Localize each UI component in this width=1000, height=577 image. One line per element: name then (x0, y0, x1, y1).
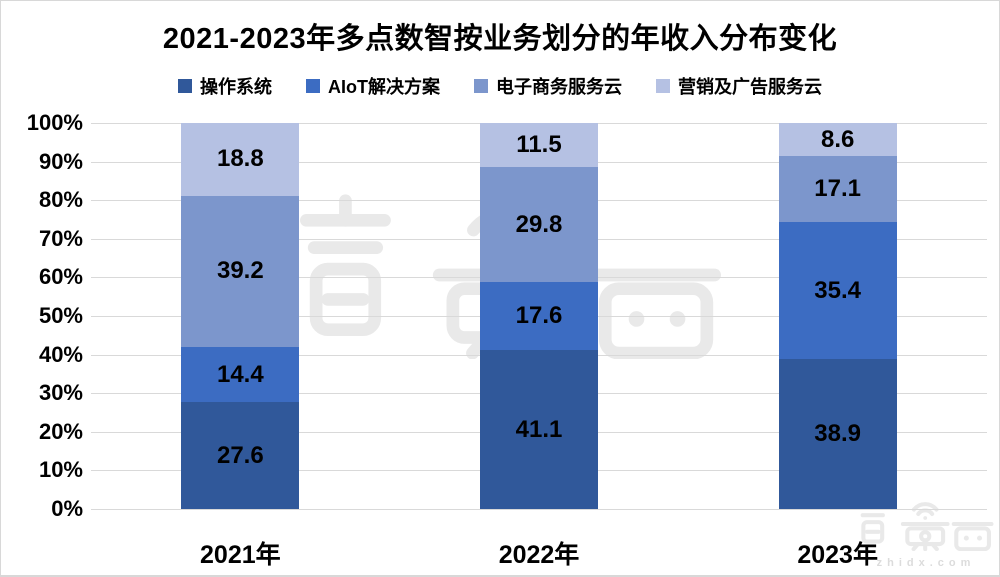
bar-segment: 11.5 (480, 123, 598, 168)
y-axis-tick-label: 40% (38, 341, 83, 367)
legend-swatch-icon (178, 79, 192, 93)
bar-segment: 17.6 (480, 282, 598, 351)
legend-item: 操作系统 (178, 73, 272, 99)
stacked-bar-2021年: 27.6 14.4 39.2 18.8 (181, 123, 300, 509)
legend-item: AIoT解决方案 (306, 73, 440, 99)
bar-value-label: 17.6 (515, 302, 563, 330)
legend-item: 营销及广告服务云 (656, 73, 822, 99)
bar-value-label: 8.6 (820, 125, 855, 153)
y-axis-tick-label: 60% (38, 264, 83, 290)
bar-value-label: 14.4 (216, 360, 264, 388)
y-axis-tick-label: 10% (38, 457, 83, 483)
bar-value-label: 41.1 (515, 415, 563, 443)
y-axis-tick-label: 0% (51, 496, 83, 521)
legend-label: 营销及广告服务云 (678, 77, 822, 97)
y-axis-tick-label: 30% (38, 380, 83, 406)
legend-swatch-icon (656, 79, 670, 93)
bar-value-label: 29.8 (515, 210, 563, 238)
bar-value-label: 27.6 (216, 441, 264, 469)
stacked-bar-2022年: 41.1 17.6 29.8 11.5 (480, 123, 598, 509)
bar-segment: 35.4 (778, 222, 897, 359)
bar-segment: 41.1 (480, 350, 598, 509)
legend-item: 电子商务服务云 (474, 73, 622, 99)
y-axis-tick-label: 90% (38, 148, 83, 174)
y-axis-tick-label: 80% (38, 187, 83, 213)
y-axis-tick-label: 70% (38, 225, 83, 251)
legend-swatch-icon (306, 79, 320, 93)
bar-value-label: 11.5 (516, 131, 562, 159)
bar-value-label: 38.9 (814, 419, 862, 447)
bar-segment: 8.6 (778, 123, 897, 157)
bar-value-label: 17.1 (814, 175, 862, 203)
bar-segment: 18.8 (181, 123, 300, 196)
bar-value-label: 39.2 (216, 257, 264, 285)
y-axis-tick-label: 50% (38, 303, 83, 328)
y-axis-tick-label: 20% (38, 418, 83, 444)
bar-segment: 39.2 (181, 195, 300, 347)
legend-label: AIoT解决方案 (328, 77, 440, 97)
bar-value-label: 18.8 (216, 145, 264, 173)
legend-label: 电子商务服务云 (496, 77, 622, 97)
bar-segment: 17.1 (778, 156, 897, 223)
y-axis-tick-label: 100% (26, 110, 83, 135)
bar-segment: 27.6 (181, 402, 300, 509)
legend-label: 操作系统 (200, 77, 272, 97)
plot-area: 27.6 14.4 39.2 18.8 41.1 17.6 29.8 11.5 38.9 35.4… (91, 123, 987, 510)
x-axis-category-label: 2023年 (797, 541, 878, 569)
bar-value-label: 35.4 (814, 276, 862, 304)
x-axis-category-label: 2021年 (200, 541, 281, 569)
bar-segment: 38.9 (778, 358, 897, 509)
chart-title: 2021-2023年多点数智按业务划分的年收入分布变化 (162, 23, 838, 55)
bar-segment: 14.4 (181, 346, 300, 403)
x-axis-category-label: 2022年 (498, 541, 580, 569)
legend-swatch-icon (474, 79, 488, 93)
chart-legend: 操作系统 AIoT解决方案 电子商务服务云 营销及广告服务云 (1, 73, 999, 99)
bar-segment: 29.8 (480, 167, 598, 283)
stacked-bar-2023年: 38.9 35.4 17.1 8.6 (778, 123, 897, 509)
gridline (91, 509, 987, 510)
